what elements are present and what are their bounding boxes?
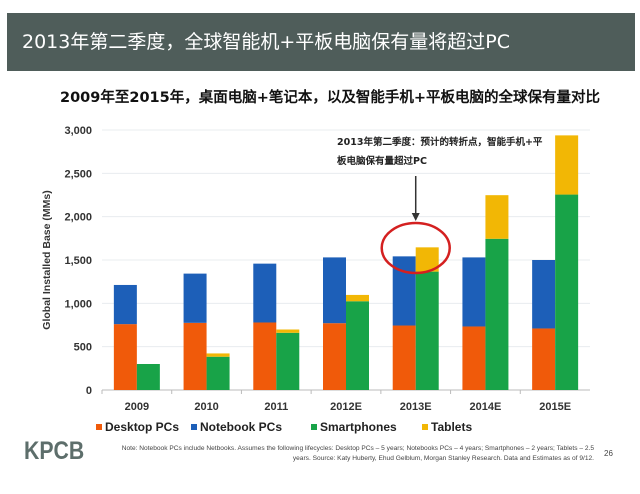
bar-smartphones xyxy=(206,356,230,390)
bar-notebook-pcs xyxy=(183,273,207,323)
bar-notebook-pcs xyxy=(323,257,346,324)
highlight-circle xyxy=(380,221,451,275)
bar-desktop-pcs xyxy=(183,322,207,390)
bar-desktop-pcs xyxy=(392,325,416,390)
annotation-arrowhead xyxy=(411,213,420,221)
legend-swatch xyxy=(96,424,102,430)
x-tick-label: 2014E xyxy=(470,401,502,413)
page-number: 26 xyxy=(604,449,613,458)
legend-item: Tablets xyxy=(422,420,472,434)
bar-smartphones xyxy=(346,301,369,390)
bar-desktop-pcs xyxy=(462,326,486,390)
legend-item: Desktop PCs xyxy=(96,420,179,434)
slide-title: 2013年第二季度，全球智能机+平板电脑保有量将超过PC xyxy=(7,13,635,71)
y-tick-label: 2,500 xyxy=(64,168,92,180)
bar-tablets xyxy=(276,329,300,333)
legend-swatch xyxy=(422,424,428,430)
footnote: Note: Notebook PCs include Netbooks. Ass… xyxy=(121,445,594,462)
bar-smartphones xyxy=(485,238,509,390)
bar-tablets xyxy=(346,294,369,302)
y-tick-label: 500 xyxy=(74,342,92,354)
y-tick-label: 1,000 xyxy=(64,298,92,310)
kpcb-logo: KPCB xyxy=(24,437,85,465)
bar-smartphones xyxy=(276,332,300,390)
x-tick-label: 2009 xyxy=(125,401,149,413)
chart-subtitle: 2009年至2015年，桌面电脑+笔记本，以及智能手机+平板电脑的全球保有量对比 xyxy=(60,90,601,106)
bar-notebook-pcs xyxy=(532,260,556,329)
bar-desktop-pcs xyxy=(253,322,277,390)
x-tick-label: 2013E xyxy=(400,401,432,413)
x-tick-label: 2010 xyxy=(194,401,218,413)
legend-swatch xyxy=(311,424,317,430)
bar-smartphones xyxy=(136,364,160,390)
stacked-bar-chart: 0 500 1,000 1,500 2,000 2,500 3,000 Global Inst… xyxy=(41,125,590,413)
bar-smartphones xyxy=(555,194,579,390)
bar-tablets xyxy=(206,353,230,357)
x-tick-label: 2015E xyxy=(539,401,571,413)
legend-item: Smartphones xyxy=(311,420,397,434)
x-tick-label: 2012E xyxy=(330,401,362,413)
legend-swatch xyxy=(191,424,197,430)
y-tick-label: 1,500 xyxy=(64,255,92,267)
bar-tablets xyxy=(415,247,439,272)
bar-desktop-pcs xyxy=(323,323,346,390)
x-tick-label: 2011 xyxy=(264,401,288,413)
legend-label: Smartphones xyxy=(320,420,397,434)
bar-notebook-pcs xyxy=(113,284,137,325)
bar-smartphones xyxy=(415,271,439,390)
bar-tablets xyxy=(555,135,579,195)
annotation-text: 2013年第二季度：预计的转折点，智能手机+平板电脑保有量超过PC xyxy=(337,137,543,167)
bar-desktop-pcs xyxy=(113,324,137,390)
bar-notebook-pcs xyxy=(392,256,416,326)
y-tick-label: 2,000 xyxy=(64,212,92,224)
bar-desktop-pcs xyxy=(532,328,556,390)
legend-item: Notebook PCs xyxy=(191,420,282,434)
legend-label: Desktop PCs xyxy=(105,420,180,434)
legend-label: Tablets xyxy=(431,420,473,434)
bar-notebook-pcs xyxy=(253,263,277,323)
y-tick-label: 0 xyxy=(86,385,92,397)
y-axis-label: Global Installed Base (MMs) xyxy=(41,190,53,329)
bar-tablets xyxy=(485,195,509,239)
legend-label: Notebook PCs xyxy=(200,420,283,434)
y-tick-label: 3,000 xyxy=(64,125,92,137)
bar-notebook-pcs xyxy=(462,257,486,327)
